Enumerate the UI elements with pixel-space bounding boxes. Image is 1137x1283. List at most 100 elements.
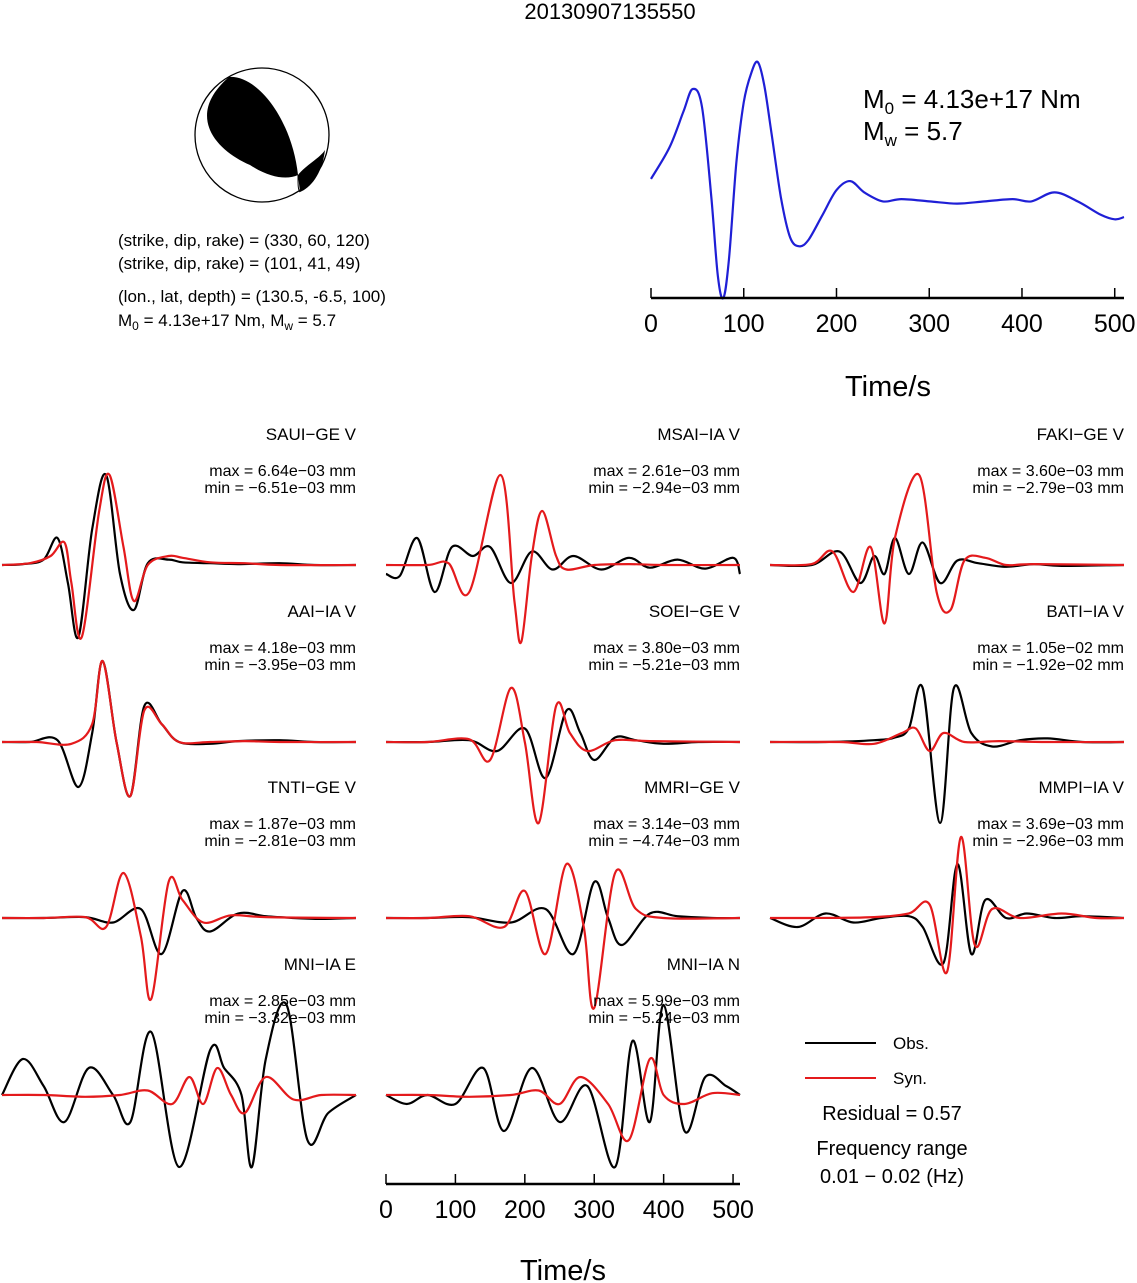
mechanism-line-3: (lon., lat, depth) = (130.5, -6.5, 100) <box>118 287 386 306</box>
beachball <box>194 67 330 203</box>
station-max: max = 2.61e−03 mm <box>593 463 740 480</box>
station-max: max = 3.14e−03 mm <box>593 816 740 833</box>
mw-sub: w <box>283 319 293 333</box>
mechanism-line-2: (strike, dip, rake) = (101, 41, 49) <box>118 254 360 273</box>
synthetic-trace <box>1 871 357 1002</box>
stf-tick-label-0: 0 <box>644 310 658 338</box>
waveform-tick-label-0: 0 <box>379 1196 393 1224</box>
station-max: max = 1.87e−03 mm <box>209 816 356 833</box>
station-label: AAI−IA V <box>287 602 356 621</box>
observed-trace <box>1 659 357 798</box>
stf-mw-label: M <box>863 116 885 146</box>
station-max: max = 6.64e−03 mm <box>209 463 356 480</box>
station-max: max = 3.60e−03 mm <box>977 463 1124 480</box>
frequency-value: 0.01 − 0.02 (Hz) <box>820 1166 964 1188</box>
station-label: MNI−IA N <box>667 955 740 974</box>
stf-tick-label-400: 400 <box>1001 310 1043 338</box>
station-label: FAKI−GE V <box>1037 425 1125 444</box>
stf-tick-label-300: 300 <box>908 310 950 338</box>
synthetic-trace <box>385 686 741 825</box>
synthetic-trace <box>769 835 1125 975</box>
moment-prefix: M <box>118 311 132 330</box>
stf-m0-label: M <box>863 84 885 114</box>
stf-x-axis: 0 100 200 300 400 500 <box>644 288 1136 338</box>
station-min: min = −2.79e−03 mm <box>972 480 1124 497</box>
stf-m0-sub: 0 <box>885 99 894 118</box>
stf-mw-value: = 5.7 <box>897 116 963 146</box>
station-max: max = 4.18e−03 mm <box>209 640 356 657</box>
synthetic-trace <box>1 472 357 640</box>
station-max: max = 3.69e−03 mm <box>977 816 1124 833</box>
observed-trace <box>385 536 742 594</box>
legend-syn-label: Syn. <box>893 1069 927 1088</box>
waveform-x-axis: 0 100 200 300 400 500 <box>379 1174 754 1224</box>
moment-value: = 4.13e+17 Nm, M <box>139 311 285 330</box>
mechanism-text: (strike, dip, rake) = (330, 60, 120) (st… <box>118 231 386 333</box>
station-min: min = −2.94e−03 mm <box>588 480 740 497</box>
legend-obs-label: Obs. <box>893 1034 929 1053</box>
waveform-tick-label-500: 500 <box>712 1196 754 1224</box>
station-min: min = −2.96e−03 mm <box>972 833 1124 850</box>
stf-tick-label-100: 100 <box>723 310 765 338</box>
observed-trace <box>769 683 1125 825</box>
waveform-x-label: Time/s <box>520 1255 606 1283</box>
stf-m0-value: = 4.13e+17 Nm <box>894 84 1080 114</box>
station-label: MMRI−GE V <box>644 778 741 797</box>
station-min: min = −2.81e−03 mm <box>204 833 356 850</box>
synthetic-trace <box>1 659 357 798</box>
stf-mw-sub: w <box>884 131 898 150</box>
station-min: min = −1.92e−02 mm <box>972 657 1124 674</box>
observed-trace <box>1 1001 357 1169</box>
station-min: min = −4.74e−03 mm <box>588 833 740 850</box>
legend: Obs. Syn. Residual = 0.57 Frequency rang… <box>805 1034 968 1188</box>
station-max: max = 2.85e−03 mm <box>209 993 356 1010</box>
synthetic-trace <box>385 1056 741 1143</box>
synthetic-trace <box>385 473 741 645</box>
synthetic-trace <box>769 472 1125 625</box>
waveform-tick-label-400: 400 <box>643 1196 685 1224</box>
mw-value: = 5.7 <box>293 311 336 330</box>
waveform-tick-label-100: 100 <box>435 1196 477 1224</box>
moment-sub: 0 <box>132 319 139 333</box>
mechanism-line-1: (strike, dip, rake) = (330, 60, 120) <box>118 231 370 250</box>
station-label: SAUI−GE V <box>266 425 357 444</box>
station-min: min = −6.51e−03 mm <box>204 480 356 497</box>
figure-title: 20130907135550 <box>524 0 695 24</box>
station-max: max = 5.99e−03 mm <box>593 993 740 1010</box>
stf-tick-label-200: 200 <box>816 310 858 338</box>
station-min: min = −3.32e−03 mm <box>204 1010 356 1027</box>
frequency-title: Frequency range <box>816 1138 967 1160</box>
station-min: min = −3.95e−03 mm <box>204 657 356 674</box>
synthetic-trace <box>1 1066 357 1115</box>
residual-text: Residual = 0.57 <box>822 1103 962 1125</box>
observed-trace <box>385 1003 741 1169</box>
observed-trace <box>769 862 1125 966</box>
synthetic-trace <box>769 726 1125 753</box>
mechanism-line-4: M0 = 4.13e+17 Nm, Mw = 5.7 <box>118 311 336 333</box>
station-label: MMPI−IA V <box>1039 778 1125 797</box>
station-max: max = 3.80e−03 mm <box>593 640 740 657</box>
station-label: MSAI−IA V <box>657 425 740 444</box>
stf-mw-text: Mw = 5.7 <box>863 116 963 150</box>
stf-m0-text: M0 = 4.13e+17 Nm <box>863 84 1081 118</box>
station-label: SOEI−GE V <box>649 602 741 621</box>
stf-x-label: Time/s <box>845 371 931 403</box>
waveform-tick-label-300: 300 <box>573 1196 615 1224</box>
station-min: min = −5.24e−03 mm <box>588 1010 740 1027</box>
station-min: min = −5.21e−03 mm <box>588 657 740 674</box>
observed-trace <box>769 536 1125 585</box>
observed-trace <box>1 889 357 956</box>
synthetic-trace <box>385 862 741 1010</box>
